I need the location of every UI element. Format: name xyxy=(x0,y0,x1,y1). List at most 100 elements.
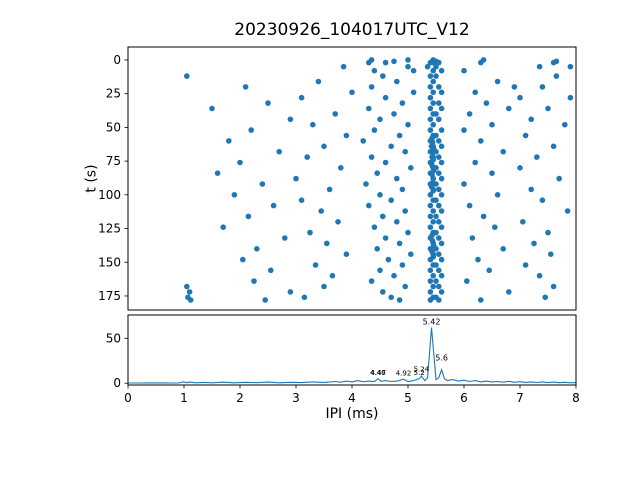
scatter-point xyxy=(433,132,439,139)
scatter-point xyxy=(366,105,372,112)
scatter-point xyxy=(438,175,445,182)
scatter-point xyxy=(301,294,308,301)
scatter-point xyxy=(399,262,406,268)
scatter-point xyxy=(282,235,288,241)
scatter-point xyxy=(438,289,445,295)
scatter-point xyxy=(534,154,540,160)
scatter-point xyxy=(427,213,434,220)
x-axis-label: IPI (ms) xyxy=(325,406,379,422)
scatter-point xyxy=(436,100,442,106)
x-tick-label: 2 xyxy=(236,391,244,405)
y-tick-label: 0 xyxy=(113,376,121,390)
scatter-point xyxy=(461,67,467,74)
scatter-point xyxy=(214,170,221,176)
scatter-point xyxy=(433,262,439,268)
x-tick-label: 5 xyxy=(404,391,412,405)
scatter-point xyxy=(382,59,389,66)
scatter-point xyxy=(475,256,481,263)
scatter-point xyxy=(329,272,336,279)
scatter-point xyxy=(343,132,350,139)
scatter-point xyxy=(472,89,479,96)
scatter-point xyxy=(343,251,350,257)
scatter-point xyxy=(184,283,190,290)
scatter-point xyxy=(410,89,417,96)
scatter-point xyxy=(268,267,274,274)
scatter-point xyxy=(220,224,226,230)
peak-annotation: 4.92 xyxy=(396,369,412,377)
scatter-point xyxy=(430,100,437,106)
scatter-point xyxy=(430,175,437,182)
scatter-point xyxy=(394,78,400,85)
scatter-point xyxy=(226,138,232,144)
scatter-point xyxy=(478,138,484,144)
x-tick-label: 1 xyxy=(180,391,188,405)
scatter-point xyxy=(380,213,386,220)
scatter-point xyxy=(506,289,512,295)
scatter-point xyxy=(374,246,381,252)
scatter-point xyxy=(528,186,534,193)
scatter-point xyxy=(542,294,548,301)
scatter-point xyxy=(349,89,355,96)
scatter-point xyxy=(433,213,439,220)
scatter-point xyxy=(388,143,395,150)
scatter-point xyxy=(438,256,445,263)
scatter-point xyxy=(368,278,375,284)
scatter-point xyxy=(377,116,383,123)
scatter-point xyxy=(424,63,431,70)
scatter-point xyxy=(436,251,442,257)
peak-annotation: 5.42 xyxy=(423,318,441,327)
scatter-point xyxy=(430,219,437,225)
scatter-point xyxy=(436,235,442,241)
axes-scatter: 0 25 50 75 100 125 150 175 xyxy=(98,46,577,311)
scatter-point xyxy=(408,251,414,257)
scatter-point xyxy=(427,84,434,90)
scatter-point xyxy=(245,213,252,220)
scatter-point xyxy=(556,175,562,182)
scatter-point xyxy=(433,229,439,236)
scatter-point xyxy=(483,100,490,106)
scatter-point xyxy=(536,272,543,279)
scatter-point xyxy=(531,240,537,247)
scatter-point xyxy=(366,202,372,209)
scatter-point xyxy=(186,289,193,295)
scatter-point xyxy=(494,192,501,198)
scatter-point xyxy=(545,229,551,236)
scatter-point xyxy=(321,283,327,290)
scatter-point xyxy=(427,202,434,209)
scatter-point xyxy=(287,289,294,295)
scatter-point xyxy=(326,186,333,193)
scatter-point xyxy=(500,148,507,155)
scatter-point xyxy=(536,63,543,70)
scatter-point xyxy=(522,132,529,139)
scatter-point xyxy=(402,208,409,214)
scatter-point xyxy=(461,127,467,133)
scatter-point xyxy=(391,58,397,65)
scatter-point xyxy=(433,197,439,203)
scatter-point xyxy=(307,229,313,236)
scatter-point xyxy=(427,192,434,198)
scatter-point xyxy=(438,159,445,166)
scatter-point xyxy=(436,84,442,90)
scatter-point xyxy=(539,84,546,90)
scatter-point xyxy=(517,94,523,101)
scatter-point xyxy=(298,197,305,203)
scatter-point xyxy=(550,59,557,66)
scatter-point xyxy=(312,262,319,268)
scatter-point xyxy=(270,202,277,209)
axes-frame xyxy=(127,314,577,386)
scatter-point xyxy=(545,105,551,112)
scatter-point xyxy=(486,267,493,274)
scatter-point xyxy=(553,73,560,79)
y-tick-label: 50 xyxy=(106,120,121,134)
scatter-point xyxy=(433,73,439,79)
scatter-point xyxy=(382,94,389,101)
scatter-point xyxy=(429,248,435,255)
scatter-point xyxy=(377,267,383,274)
scatter-point xyxy=(427,289,434,295)
scatter-point xyxy=(318,208,325,214)
scatter-point xyxy=(438,105,445,112)
scatter-point xyxy=(427,94,434,101)
scatter-point xyxy=(396,297,403,303)
scatter-point xyxy=(380,289,386,295)
x-tick-label: 3 xyxy=(292,391,300,405)
